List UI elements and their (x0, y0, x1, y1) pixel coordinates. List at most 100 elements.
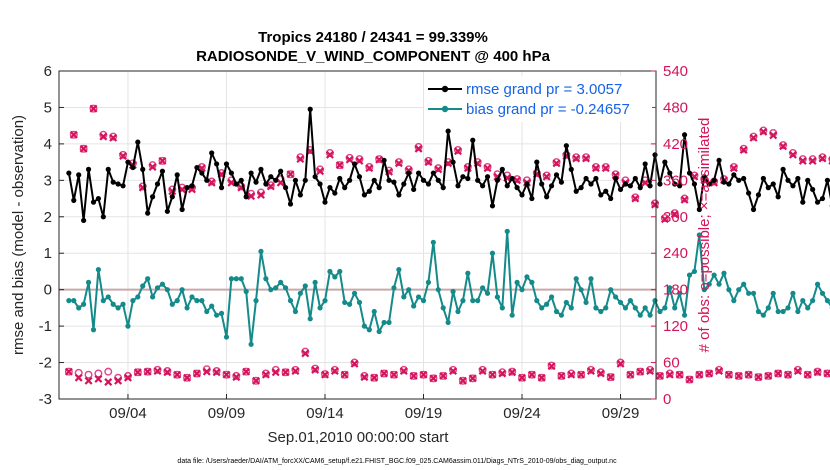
assimilated-obs-marker (163, 368, 172, 377)
bias-point (415, 294, 422, 300)
assimilated-obs-marker (330, 367, 339, 376)
assimilated-obs-marker (256, 190, 265, 199)
possible-obs-marker (84, 370, 93, 379)
possible-obs-marker (109, 132, 118, 141)
possible-obs-marker (409, 371, 418, 380)
bias-point (253, 298, 259, 304)
bias-point (406, 287, 412, 293)
rmse-point (667, 170, 673, 176)
x-tick-label: 09/24 (503, 405, 541, 422)
rmse-point (662, 159, 668, 165)
possible-obs-marker (670, 209, 679, 218)
assimilated-obs-marker (74, 373, 83, 382)
bias-point (401, 294, 407, 300)
bias-point (307, 316, 313, 322)
assimilated-obs-marker (655, 371, 664, 380)
y-tick-label-right: 0 (663, 391, 671, 408)
x-tick-label: 09/04 (109, 405, 147, 422)
assimilated-obs-marker (665, 370, 674, 379)
assimilated-obs-marker (409, 371, 418, 380)
rmse-point (681, 132, 688, 138)
assimilated-obs-marker (281, 368, 290, 377)
bias-point (750, 290, 757, 296)
legend-rmse-label: rmse grand pr = 3.0057 (466, 81, 622, 98)
assimilated-obs-marker (389, 370, 398, 379)
bias-point (209, 303, 215, 309)
rmse-series-line (67, 108, 830, 222)
possible-obs-marker (453, 145, 462, 154)
possible-obs-marker (192, 369, 201, 378)
assimilated-obs-marker (774, 369, 783, 378)
rmse-point (583, 175, 589, 182)
rmse-point (558, 179, 565, 185)
assimilated-obs-marker (360, 373, 369, 382)
rmse-point (71, 197, 77, 203)
bias-point (105, 294, 111, 300)
possible-obs-marker (547, 361, 556, 370)
rmse-point (130, 164, 136, 171)
rmse-point (337, 175, 343, 182)
assimilated-obs-marker (749, 133, 758, 142)
possible-obs-marker (163, 367, 172, 376)
bias-point (795, 308, 801, 315)
bias-point (169, 301, 175, 307)
bias-point (76, 305, 82, 311)
possible-obs-marker (94, 369, 103, 378)
assimilated-obs-marker (739, 145, 748, 154)
assimilated-obs-marker (779, 142, 788, 151)
bias-point (85, 279, 92, 285)
possible-obs-marker (660, 213, 669, 222)
possible-obs-marker (158, 156, 167, 165)
assimilated-obs-marker (759, 127, 768, 136)
rmse-point (371, 177, 377, 183)
bias-point (164, 287, 170, 293)
assimilated-obs-marker (803, 370, 812, 379)
bias-point (701, 287, 707, 293)
assimilated-obs-marker (641, 178, 650, 187)
series-layer (66, 106, 830, 347)
rmse-point (805, 177, 811, 183)
bias-point (258, 248, 264, 254)
rmse-point (322, 199, 328, 205)
assimilated-obs-marker (601, 164, 610, 173)
bias-point (455, 308, 461, 315)
possible-obs-marker (803, 370, 812, 379)
rmse-point (110, 179, 116, 185)
possible-obs-marker (586, 365, 595, 374)
possible-obs-marker (365, 162, 374, 171)
possible-obs-marker (626, 370, 635, 379)
assimilated-obs-marker (370, 373, 379, 382)
rmse-point (228, 170, 235, 176)
x-tick-label: 09/09 (208, 405, 246, 422)
bias-point (81, 301, 87, 307)
bias-point (218, 310, 225, 316)
y-tick-label: -1 (39, 318, 52, 335)
bias-point (322, 298, 328, 304)
bias-point (805, 305, 811, 311)
rmse-point (489, 203, 496, 209)
rmse-point (297, 192, 303, 198)
assimilated-obs-marker (345, 155, 354, 164)
rmse-point (711, 177, 717, 183)
possible-obs-marker (439, 371, 448, 380)
plot-area (59, 71, 656, 399)
bias-point (686, 272, 693, 278)
rmse-point (145, 210, 151, 216)
bias-point (460, 298, 466, 304)
x-tick-label: 09/14 (306, 405, 344, 422)
rmse-point (455, 183, 461, 189)
possible-obs-marker (232, 371, 241, 380)
bias-point (632, 305, 638, 311)
rmse-point (544, 194, 550, 200)
rmse-point (657, 181, 663, 187)
rmse-point (573, 188, 579, 194)
assimilated-obs-marker (325, 150, 334, 159)
bias-point (110, 301, 116, 307)
possible-obs-marker (261, 369, 270, 378)
bias-point (120, 301, 126, 307)
assimilated-obs-marker (434, 165, 443, 174)
bias-point (539, 305, 545, 311)
bias-point (302, 283, 308, 289)
possible-obs-marker (601, 162, 610, 171)
possible-obs-marker (759, 126, 768, 135)
